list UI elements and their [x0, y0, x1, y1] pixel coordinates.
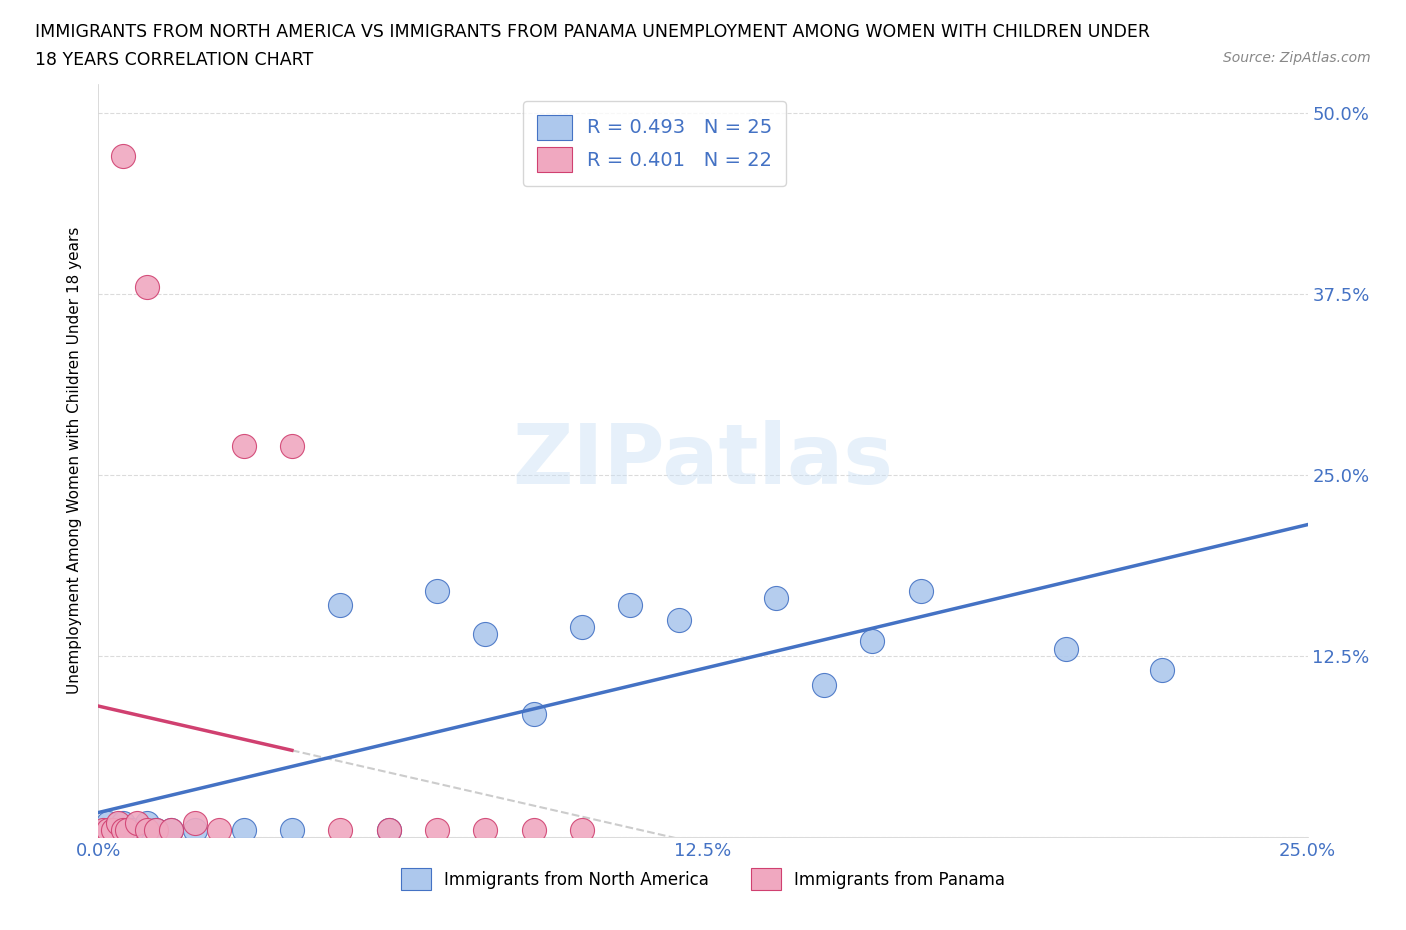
Point — [111, 149, 134, 164]
Point — [160, 822, 183, 837]
Y-axis label: Unemployment Among Women with Children Under 18 years: Unemployment Among Women with Children U… — [67, 227, 83, 694]
Point — [97, 822, 120, 837]
Point — [101, 822, 124, 837]
Point — [910, 583, 932, 598]
Point — [523, 822, 546, 837]
Point — [127, 815, 149, 830]
Point — [1152, 663, 1174, 678]
Point — [121, 822, 143, 837]
Point — [145, 822, 167, 837]
Point — [377, 822, 399, 837]
Point — [523, 707, 546, 722]
Point — [668, 612, 690, 627]
Point — [281, 438, 304, 453]
Point — [97, 815, 120, 830]
Point — [426, 822, 449, 837]
Point — [474, 627, 496, 642]
Point — [329, 598, 352, 613]
Point — [135, 279, 157, 294]
Legend: Immigrants from North America, Immigrants from Panama: Immigrants from North America, Immigrant… — [394, 862, 1012, 897]
Point — [813, 677, 835, 692]
Point — [135, 815, 157, 830]
Point — [91, 822, 114, 837]
Point — [91, 822, 114, 837]
Point — [329, 822, 352, 837]
Point — [135, 822, 157, 837]
Point — [426, 583, 449, 598]
Point — [208, 822, 231, 837]
Point — [281, 822, 304, 837]
Point — [232, 438, 254, 453]
Point — [571, 822, 593, 837]
Point — [571, 619, 593, 634]
Point — [184, 815, 207, 830]
Point — [145, 822, 167, 837]
Point — [111, 822, 134, 837]
Point — [184, 822, 207, 837]
Point — [619, 598, 641, 613]
Point — [860, 634, 883, 649]
Point — [117, 822, 139, 837]
Point — [101, 822, 124, 837]
Point — [765, 591, 787, 605]
Point — [474, 822, 496, 837]
Text: IMMIGRANTS FROM NORTH AMERICA VS IMMIGRANTS FROM PANAMA UNEMPLOYMENT AMONG WOMEN: IMMIGRANTS FROM NORTH AMERICA VS IMMIGRA… — [35, 23, 1150, 41]
Point — [111, 815, 134, 830]
Point — [160, 822, 183, 837]
Point — [1054, 642, 1077, 657]
Point — [107, 815, 129, 830]
Text: 18 YEARS CORRELATION CHART: 18 YEARS CORRELATION CHART — [35, 51, 314, 69]
Point — [232, 822, 254, 837]
Text: Source: ZipAtlas.com: Source: ZipAtlas.com — [1223, 51, 1371, 65]
Point — [377, 822, 399, 837]
Text: ZIPatlas: ZIPatlas — [513, 419, 893, 501]
